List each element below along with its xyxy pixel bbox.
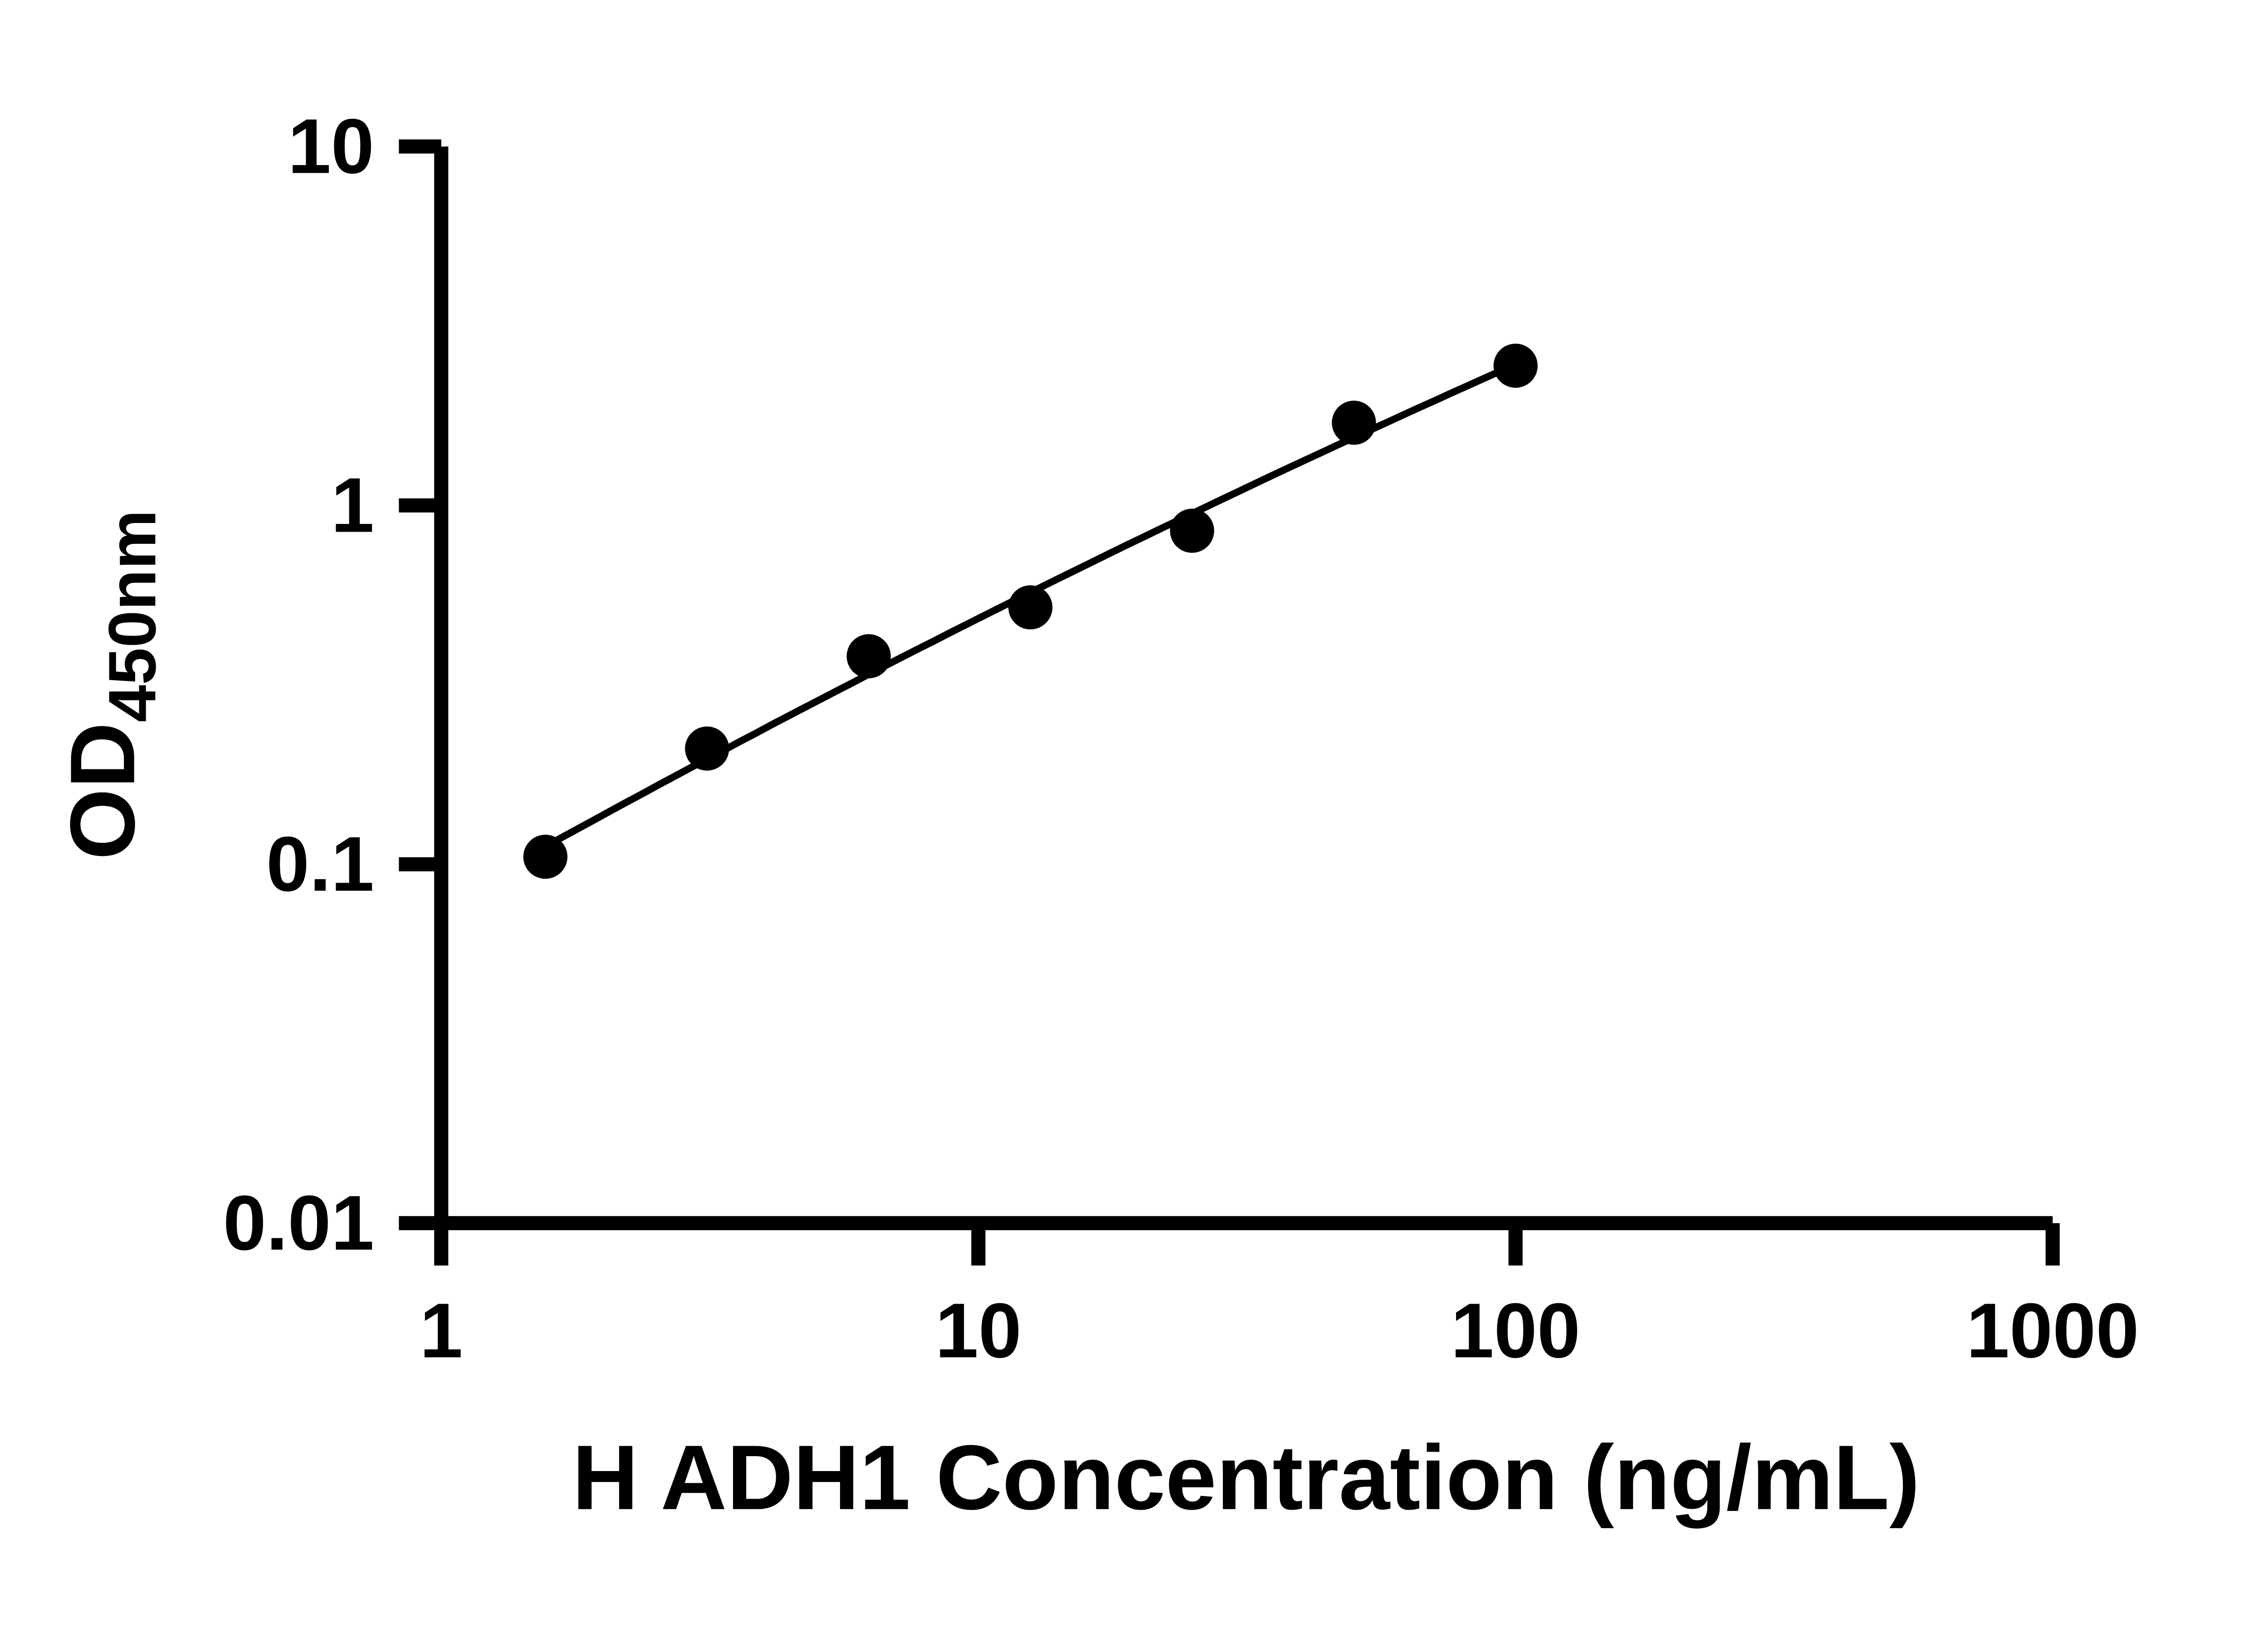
elisa-standard-curve-figure: 1 10 100 1000 0.01 0.1 1 10 H ADH1 Concentratio…	[51, 103, 2139, 1529]
data-point	[523, 835, 567, 879]
data-point	[1332, 401, 1376, 445]
y-axis-title-main: OD	[51, 722, 154, 860]
data-point	[685, 726, 729, 771]
tick-labels: 1 10 100 1000 0.01 0.1 1 10	[223, 103, 2139, 1374]
x-tick-label: 1000	[1966, 1287, 2139, 1374]
data-series	[523, 343, 1538, 879]
axes	[399, 139, 2060, 1266]
elisa-standard-curve-chart: 1 10 100 1000 0.01 0.1 1 10 H ADH1 Concentratio…	[51, 103, 2139, 1529]
x-tick-label: 1	[420, 1287, 463, 1374]
y-tick-label: 0.1	[266, 821, 374, 908]
y-tick-label: 1	[331, 462, 374, 549]
x-tick-label: 10	[935, 1287, 1022, 1374]
x-axis-title: H ADH1 Concentration (ng/mL)	[572, 1426, 1920, 1529]
data-point	[1008, 585, 1053, 630]
data-point	[1170, 508, 1214, 553]
y-tick-label: 0.01	[223, 1180, 374, 1266]
axis-lines	[434, 146, 2053, 1231]
x-tick-label: 100	[1451, 1287, 1580, 1374]
y-tick-label: 10	[288, 103, 374, 190]
data-point	[846, 634, 891, 679]
y-axis-title: OD450nm	[51, 510, 170, 860]
data-point	[1493, 343, 1538, 388]
y-axis-title-subscript: 450nm	[95, 510, 170, 722]
